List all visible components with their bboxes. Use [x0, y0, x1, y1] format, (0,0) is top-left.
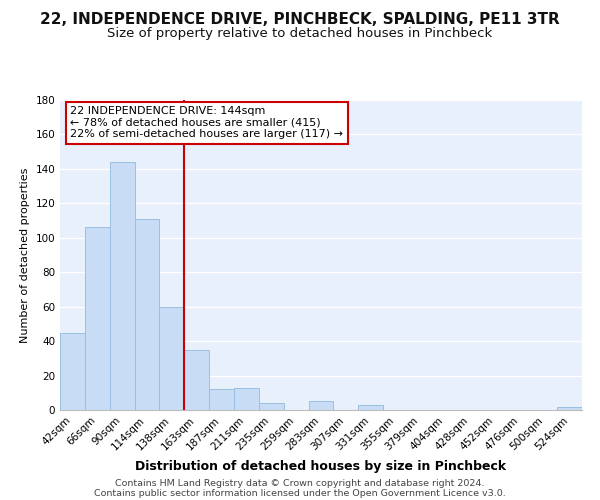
Bar [110, 162, 134, 410]
Bar [209, 390, 234, 410]
Bar [308, 402, 334, 410]
X-axis label: Distribution of detached houses by size in Pinchbeck: Distribution of detached houses by size … [136, 460, 506, 473]
Bar [234, 388, 259, 410]
Text: Contains public sector information licensed under the Open Government Licence v3: Contains public sector information licen… [94, 488, 506, 498]
Bar [134, 219, 160, 410]
Text: Size of property relative to detached houses in Pinchbeck: Size of property relative to detached ho… [107, 28, 493, 40]
Bar [160, 306, 184, 410]
Y-axis label: Number of detached properties: Number of detached properties [20, 168, 30, 342]
Bar [60, 332, 85, 410]
Bar [184, 350, 209, 410]
Bar [358, 405, 383, 410]
Bar [85, 228, 110, 410]
Text: 22 INDEPENDENCE DRIVE: 144sqm
← 78% of detached houses are smaller (415)
22% of : 22 INDEPENDENCE DRIVE: 144sqm ← 78% of d… [70, 106, 343, 140]
Text: Contains HM Land Registry data © Crown copyright and database right 2024.: Contains HM Land Registry data © Crown c… [115, 478, 485, 488]
Bar [259, 403, 284, 410]
Bar [557, 406, 582, 410]
Text: 22, INDEPENDENCE DRIVE, PINCHBECK, SPALDING, PE11 3TR: 22, INDEPENDENCE DRIVE, PINCHBECK, SPALD… [40, 12, 560, 28]
